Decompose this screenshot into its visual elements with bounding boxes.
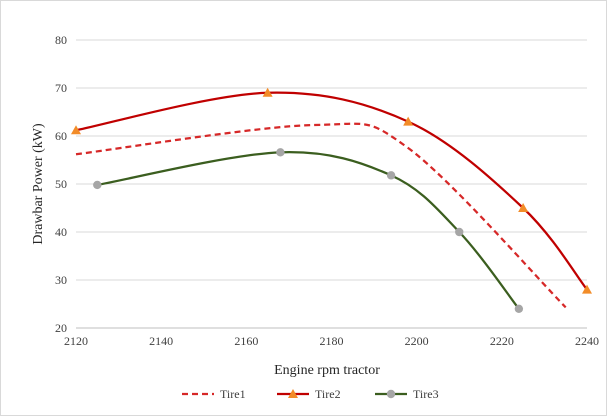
- x-tick-label: 2160: [234, 334, 258, 348]
- legend-item-tire3: Tire3: [375, 387, 439, 401]
- y-tick-label: 30: [55, 273, 67, 287]
- x-axis-title: Engine rpm tractor: [274, 363, 380, 378]
- data-point-tire2: [582, 284, 592, 294]
- y-tick-labels: 20 30 40 50 60 70 80: [55, 33, 67, 335]
- x-tick-label: 2220: [490, 334, 514, 348]
- legend: Tire1 Tire2 Tire3: [182, 387, 439, 401]
- x-tick-label: 2120: [64, 334, 88, 348]
- series-lines: [75, 91, 588, 310]
- series-markers: [71, 87, 592, 313]
- gridlines: [76, 39, 587, 281]
- data-point-tire2: [518, 203, 529, 212]
- y-axis-title: Drawbar Power (kW): [31, 123, 46, 245]
- x-tick-label: 2200: [405, 334, 429, 348]
- legend-marker-tire3: [386, 389, 396, 399]
- y-tick-label: 60: [55, 129, 67, 143]
- series-line-tire2: [75, 91, 588, 291]
- x-tick-labels: 2120 2140 2160 2180 2200 2220 2240: [64, 334, 599, 348]
- y-tick-label: 40: [55, 225, 67, 239]
- data-point-tire3: [93, 180, 102, 190]
- data-point-tire3: [455, 227, 464, 237]
- y-tick-label: 20: [55, 321, 67, 335]
- legend-item-tire2: Tire2: [277, 387, 341, 401]
- x-tick-label: 2140: [149, 334, 173, 348]
- y-tick-label: 80: [55, 33, 67, 47]
- x-tick-label: 2180: [320, 334, 344, 348]
- series-line-tire1: [75, 122, 567, 309]
- data-point-tire2: [71, 125, 81, 135]
- data-point-tire3: [514, 304, 524, 313]
- data-point-tire2: [403, 116, 414, 126]
- legend-label-tire1: Tire1: [220, 387, 246, 401]
- data-point-tire2: [262, 87, 273, 97]
- series-line-tire3: [97, 151, 520, 310]
- data-point-tire3: [276, 148, 285, 157]
- y-tick-label: 50: [55, 177, 67, 191]
- y-tick-label: 70: [55, 81, 67, 95]
- x-tick-label: 2240: [575, 334, 599, 348]
- legend-label-tire2: Tire2: [315, 387, 341, 401]
- data-point-tire3: [386, 171, 396, 180]
- legend-marker-tire2: [288, 389, 298, 398]
- legend-item-tire1: Tire1: [182, 387, 246, 401]
- legend-label-tire3: Tire3: [413, 387, 439, 401]
